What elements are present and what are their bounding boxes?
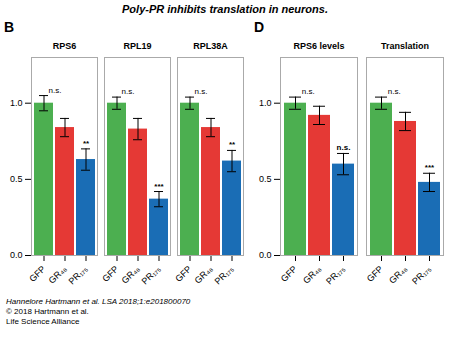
svg-text:n.s.: n.s. <box>122 87 135 96</box>
html-text:Life Science Alliance: Life Science Alliance <box>6 317 80 326</box>
svg-text:n.s.: n.s. <box>49 86 62 95</box>
svg-text:PR₁₇₅: PR₁₇₅ <box>324 263 347 286</box>
svg-text:0.0: 0.0 <box>259 250 272 260</box>
html-text:D: D <box>254 19 265 35</box>
html-text:Poly-PR inhibits translation i: Poly-PR inhibits translation in neurons. <box>122 3 328 15</box>
svg-text:0.0: 0.0 <box>10 250 23 260</box>
svg-text:n.s.: n.s. <box>388 87 401 96</box>
svg-text:GFP: GFP <box>365 264 385 284</box>
html-text:© 2018 Hartmann et al.: © 2018 Hartmann et al. <box>6 307 89 316</box>
svg-text:***: *** <box>425 163 435 172</box>
svg-text:GR₄₈: GR₄₈ <box>120 264 142 286</box>
svg-text:Translation: Translation <box>381 41 429 51</box>
svg-text:GFP: GFP <box>279 264 299 284</box>
html-text:Hannelore Hartmann et al. LSA: Hannelore Hartmann et al. LSA 2018;1:e20… <box>6 297 191 306</box>
svg-text:GR₄₈: GR₄₈ <box>193 264 215 286</box>
svg-text:RPL19: RPL19 <box>123 41 151 51</box>
svg-text:RPS6 levels: RPS6 levels <box>293 41 344 51</box>
svg-text:1.0: 1.0 <box>259 98 272 108</box>
svg-text:GFP: GFP <box>27 264 47 284</box>
svg-text:RPL38A: RPL38A <box>193 41 228 51</box>
svg-text:GR₄₈: GR₄₈ <box>387 264 409 286</box>
svg-text:0.5: 0.5 <box>259 174 272 184</box>
svg-text:**: ** <box>229 140 236 149</box>
svg-text:GFP: GFP <box>173 264 193 284</box>
svg-text:PR₁₇₅: PR₁₇₅ <box>140 263 163 286</box>
html-text:B: B <box>4 19 15 35</box>
svg-text:GR₄₈: GR₄₈ <box>47 264 69 286</box>
svg-text:n.s.: n.s. <box>302 87 315 96</box>
svg-text:PR₁₇₅: PR₁₇₅ <box>410 263 433 286</box>
svg-text:GFP: GFP <box>100 264 120 284</box>
svg-text:PR₁₇₅: PR₁₇₅ <box>67 263 90 286</box>
svg-text:RPS6: RPS6 <box>53 41 77 51</box>
svg-text:PR₁₇₅: PR₁₇₅ <box>213 263 236 286</box>
svg-text:GR₄₈: GR₄₈ <box>301 264 323 286</box>
svg-text:**: ** <box>83 139 90 148</box>
svg-text:n.s.: n.s. <box>195 87 208 96</box>
svg-text:***: *** <box>154 182 164 191</box>
svg-text:0.5: 0.5 <box>10 174 23 184</box>
svg-text:n.s.: n.s. <box>337 143 351 152</box>
svg-text:1.0: 1.0 <box>10 98 23 108</box>
